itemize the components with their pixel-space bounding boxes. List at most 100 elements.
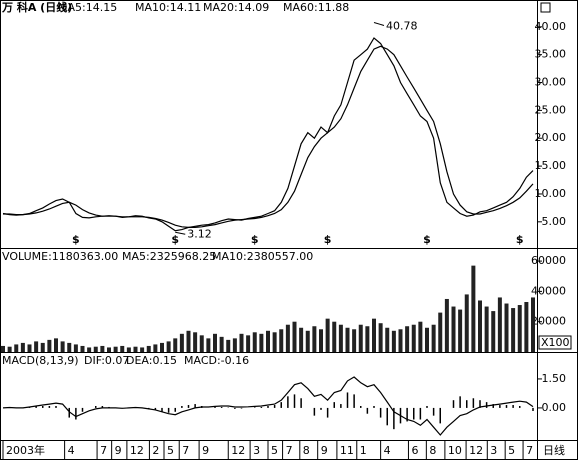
legend-entry: MACD:-0.16 (184, 354, 249, 367)
dividend-mark: $ (324, 233, 332, 246)
volume-bar (40, 342, 45, 352)
volume-bar (531, 297, 535, 352)
volume-bar (239, 333, 244, 352)
volume-bar (491, 311, 496, 352)
legend-entry: MA10:2380557.00 (212, 250, 313, 263)
x-tick-label: 3 (253, 444, 260, 457)
volume-bar (352, 329, 357, 352)
volume-bar (27, 344, 32, 352)
volume-bar (193, 332, 198, 352)
volume-bar (146, 345, 151, 352)
price-line (2, 376, 534, 436)
volume-bar (266, 330, 270, 352)
volume-bar (279, 329, 284, 352)
volume-bar (385, 327, 390, 352)
volume-bar (378, 323, 383, 352)
volume-bar (54, 338, 58, 352)
volume-bar (511, 308, 516, 352)
dividend-mark: $ (251, 233, 259, 246)
volume-bar (252, 332, 257, 352)
volume-bar (160, 342, 164, 352)
volume-bar (140, 347, 145, 352)
y-tick-label: 10.00 (535, 187, 567, 200)
legend-entry: MA20:14.09 (203, 1, 269, 14)
window-icon[interactable] (540, 2, 551, 13)
x-tick-label: 3 (490, 444, 497, 457)
volume-bar (405, 326, 410, 352)
volume-bar (431, 324, 436, 352)
volume-bar (319, 329, 323, 352)
y-tick-label: 40.00 (535, 20, 567, 33)
volume-bar (133, 346, 138, 352)
x-tick-label: 7 (526, 444, 533, 457)
volume-bar (179, 333, 184, 352)
x-tick-label: 11 (340, 444, 354, 457)
volume-bar (444, 298, 449, 352)
extreme-label: 3.12 (187, 227, 212, 240)
extreme-marker (175, 231, 186, 235)
y-tick-label: 30.00 (535, 76, 567, 89)
extreme-label: 40.78 (386, 19, 418, 32)
volume-bar (325, 318, 330, 352)
volume-bar (299, 327, 304, 352)
x-axis-label: 日线 (543, 443, 565, 457)
volume-bar (153, 344, 158, 352)
x-tick-label: 7 (100, 444, 107, 457)
legend-entry: MACD(8,13,9) (2, 354, 79, 367)
volume-bar (338, 324, 343, 352)
volume-bar (232, 338, 237, 352)
volume-bar (504, 303, 509, 352)
volume-bar (73, 344, 78, 352)
volume-bar (199, 335, 204, 352)
volume-bar (285, 324, 290, 352)
y-tick-label: 25.00 (535, 103, 567, 116)
volume-bar (206, 338, 211, 352)
x-tick-label: 12 (469, 444, 483, 457)
volume-bar (425, 327, 429, 352)
dividend-mark: $ (171, 233, 179, 246)
x-tick-label: 1 (360, 444, 367, 457)
volume-bar (20, 342, 25, 352)
x-tick-label: 12 (231, 444, 245, 457)
volume-bar (438, 312, 443, 352)
volume-bar (517, 305, 522, 352)
x-tick-label: 6 (411, 444, 418, 457)
y-tick-label: 0.00 (542, 401, 567, 414)
x-tick-label: 9 (115, 444, 122, 457)
volume-bar (213, 333, 217, 352)
volume-bar (464, 294, 469, 352)
volume-bar (458, 309, 463, 352)
volume-bar (93, 346, 98, 352)
price-line (3, 45, 534, 228)
volume-bar (391, 330, 396, 352)
dividend-mark: $ (423, 233, 431, 246)
volume-bar (87, 347, 92, 352)
legend-entry: MA10:14.11 (135, 1, 201, 14)
volume-bar (166, 341, 171, 352)
volume-bar (80, 345, 85, 352)
legend-entry: MA60:11.88 (283, 1, 349, 14)
x-tick-label: 8 (303, 444, 310, 457)
x-tick-label: 9 (321, 444, 328, 457)
volume-bar (497, 297, 502, 352)
volume-bar (411, 324, 416, 352)
x-tick-label: 5 (167, 444, 174, 457)
volume-bar (14, 344, 19, 352)
legend-entry: MA5:2325968.25 (122, 250, 216, 263)
x-tick-label: 4 (68, 444, 75, 457)
x-tick-label: 7 (182, 444, 189, 457)
y-tick-label: 35.00 (535, 48, 567, 61)
unit-label: X100 (541, 336, 570, 349)
y-tick-label: 60000 (531, 254, 566, 267)
y-tick-label: 1.50 (542, 372, 567, 385)
x-tick-label: 2 (152, 444, 159, 457)
volume-bar (126, 347, 131, 352)
extreme-marker (373, 21, 385, 26)
volume-bar (226, 339, 231, 352)
x-tick-label: 8 (429, 444, 436, 457)
volume-bar (34, 341, 39, 352)
x-tick-label: 7 (286, 444, 293, 457)
volume-bar (107, 347, 111, 352)
legend-entry: VOLUME:1180363.00 (2, 250, 118, 263)
x-tick-label: 2003年 (6, 443, 45, 457)
